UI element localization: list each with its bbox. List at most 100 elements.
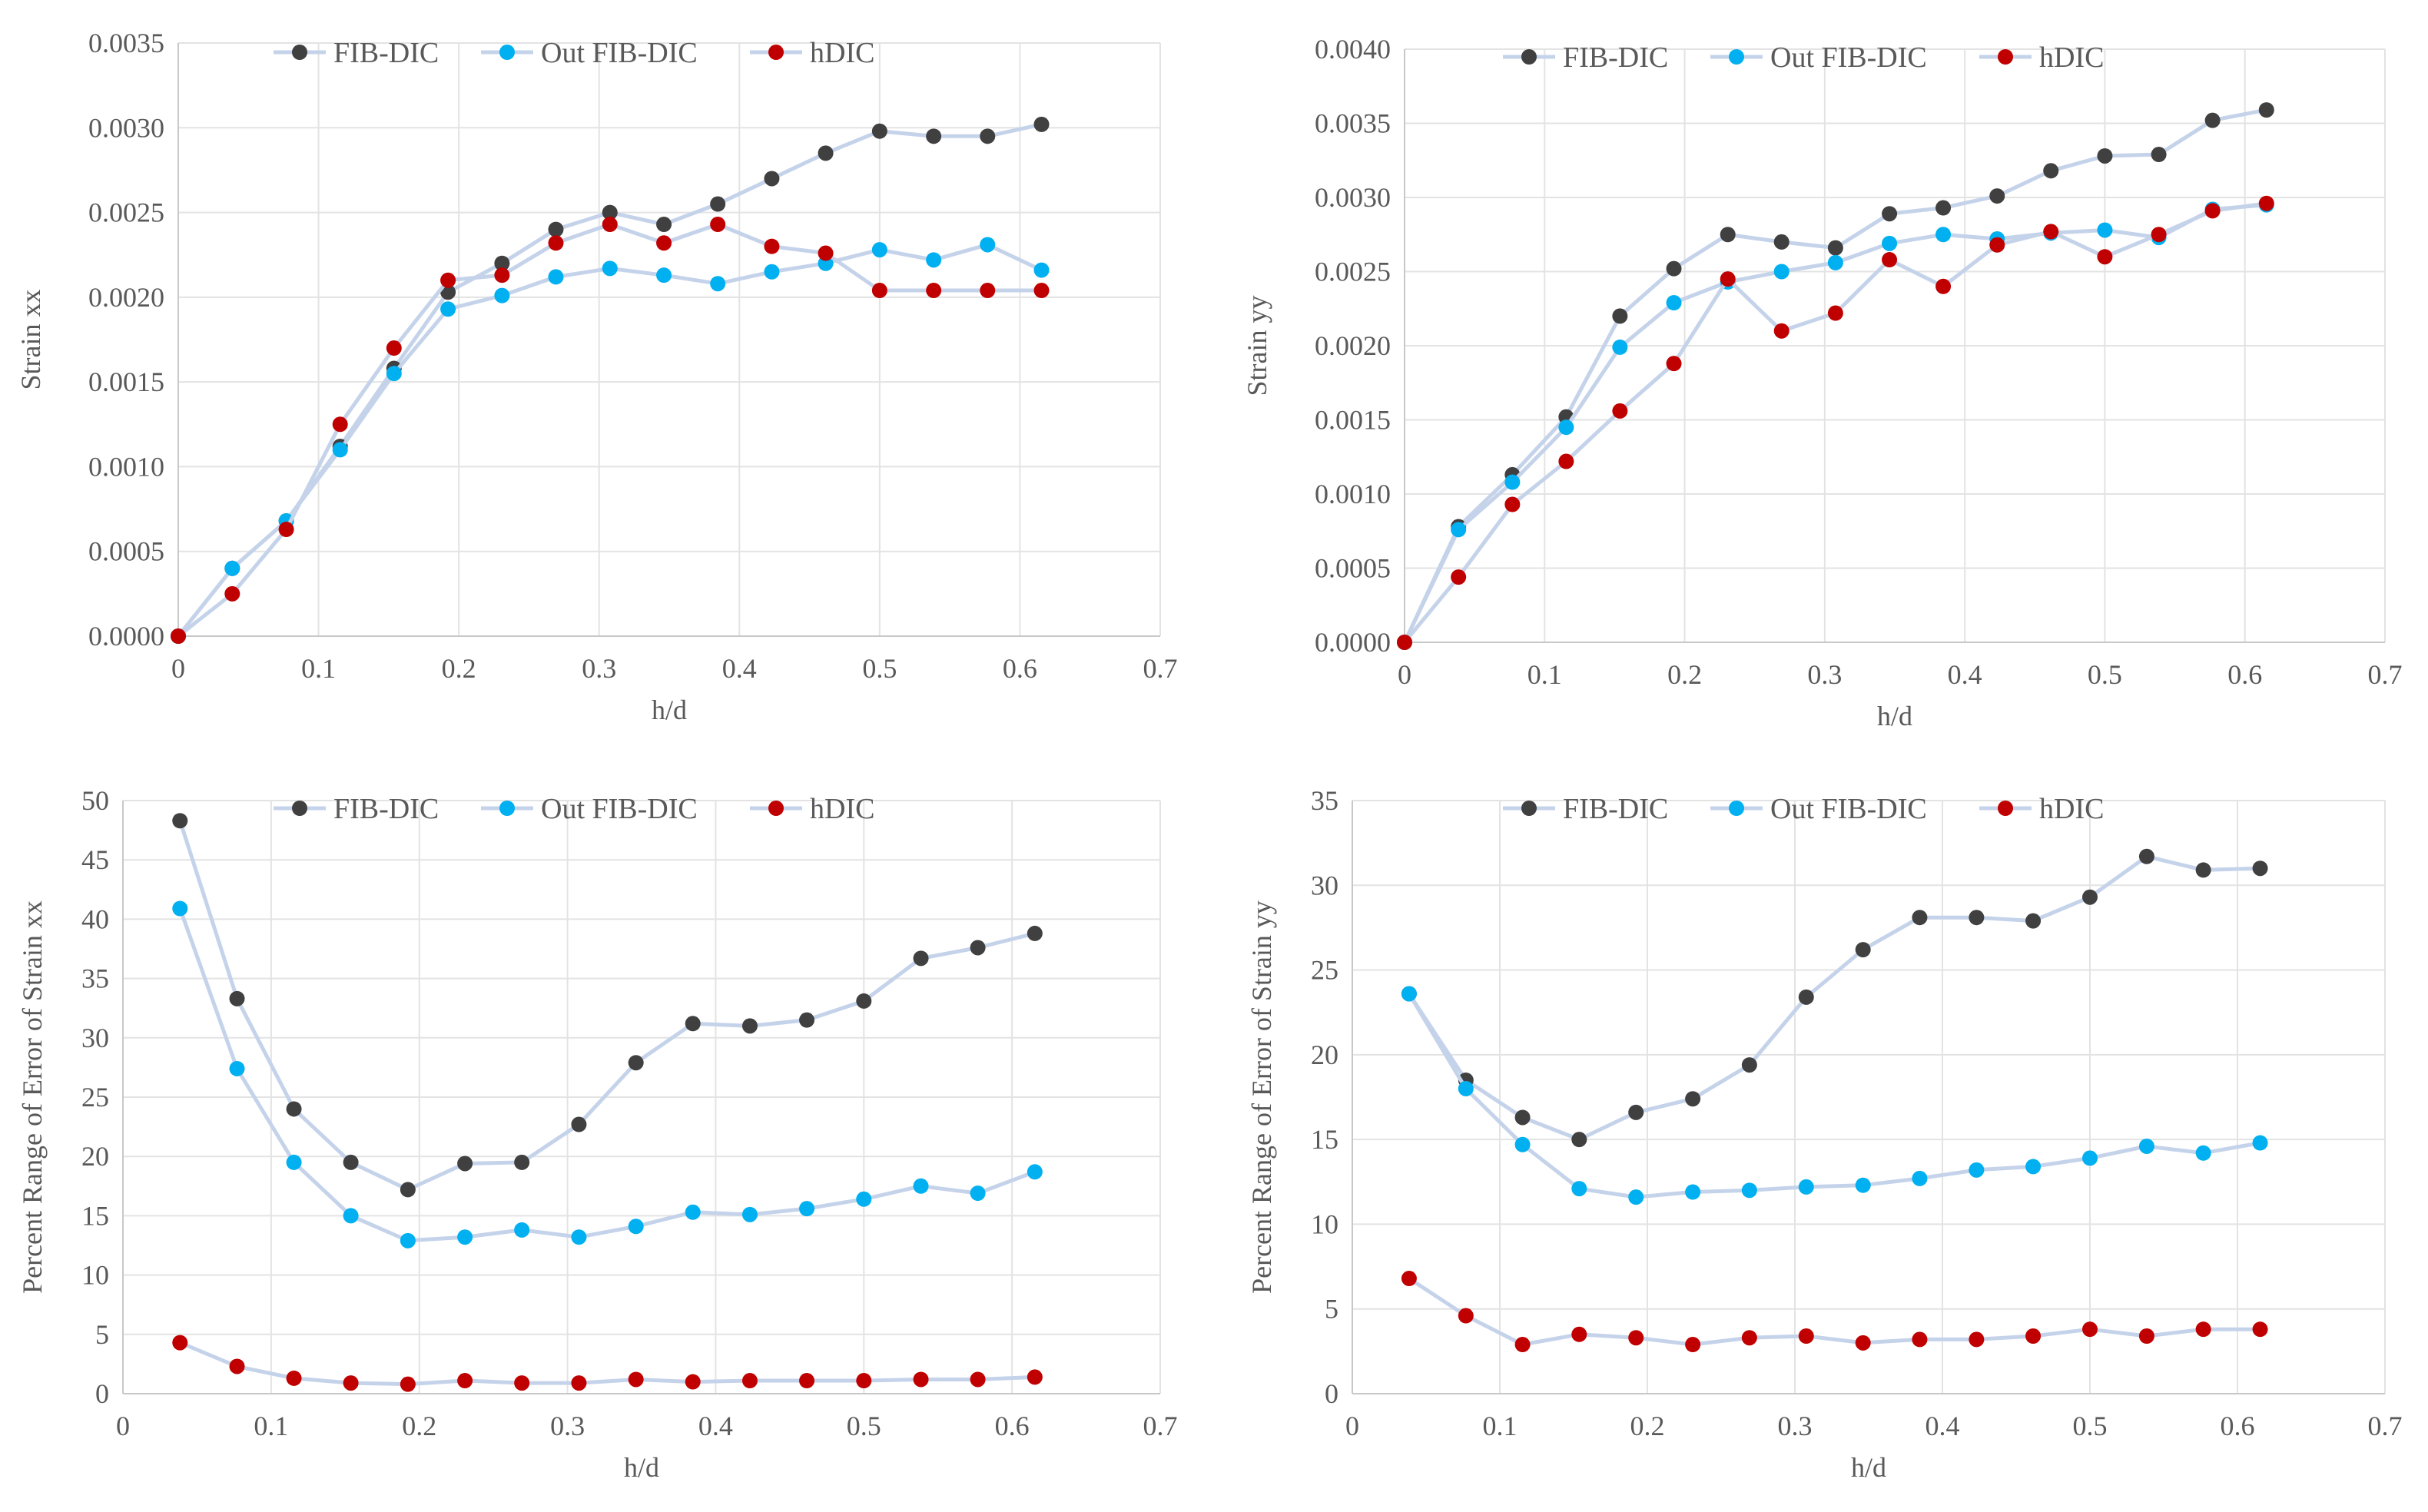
y-tick-label: 40	[81, 904, 109, 934]
chart-panel-3: 0 0.1 0.2 0.3 0.4 0.5 0.6 0.7 0 5 10 15 20 25 30 35 40 45…	[17, 785, 1178, 1483]
series-line	[1407, 1276, 2263, 1347]
y-tick-label: 15	[1311, 1124, 1338, 1155]
y-tick-label: 25	[81, 1082, 109, 1112]
data-point	[1458, 1080, 1474, 1096]
data-point	[1912, 1331, 1928, 1348]
x-axis-title: h/d	[624, 1452, 659, 1483]
data-point	[224, 585, 240, 602]
y-tick-label: 0.0030	[1315, 182, 1391, 213]
data-point	[1798, 1328, 1814, 1345]
data-point	[1773, 264, 1789, 280]
data-point	[1033, 262, 1050, 278]
data-point	[710, 276, 726, 292]
data-point	[980, 283, 996, 299]
x-tick-label: 0.7	[2368, 659, 2403, 690]
data-point	[856, 993, 872, 1009]
y-tick-label: 0.0020	[88, 282, 164, 313]
data-point	[332, 416, 348, 433]
chart-panel-2: 0 0.1 0.2 0.3 0.4 0.5 0.6 0.7 0.0000 0.0005 0.0010…	[1242, 34, 2403, 731]
x-tick-label: 0.4	[1925, 1411, 1960, 1441]
data-point	[440, 284, 456, 300]
data-point	[602, 260, 618, 277]
data-point	[1827, 254, 1843, 270]
series-hdic	[172, 1335, 1043, 1392]
data-point	[1612, 339, 1628, 355]
data-point	[1514, 1136, 1531, 1152]
data-point	[2043, 163, 2059, 179]
legend-label: hDIC	[2039, 41, 2104, 74]
data-point	[871, 123, 887, 139]
data-point	[685, 1016, 701, 1032]
data-point	[2082, 889, 2098, 905]
data-point	[1027, 1369, 1043, 1385]
x-tick-label: 0.6	[2227, 659, 2262, 690]
data-point	[1397, 635, 1412, 650]
legend: FIB-DIC Out FIB-DIC hDIC	[1503, 41, 2104, 74]
x-tick-label: 0.5	[2088, 659, 2122, 690]
y-tick-label: 20	[81, 1141, 109, 1172]
data-point	[980, 128, 996, 144]
data-point	[1720, 271, 1736, 287]
data-point	[1571, 1326, 1587, 1342]
series-line	[176, 243, 1043, 638]
legend-label: FIB-DIC	[1563, 41, 1668, 74]
data-point	[856, 1191, 872, 1207]
data-point	[2258, 195, 2274, 211]
x-tick-label: 0.1	[254, 1411, 288, 1441]
chart-panel-4: 0 0.1 0.2 0.3 0.4 0.5 0.6 0.7 0 5 10 15 20 25 30 35 h/d P…	[1246, 785, 2403, 1483]
x-tick-label: 0	[116, 1411, 130, 1441]
x-tick-label: 0.7	[2368, 1411, 2403, 1441]
data-point	[799, 1373, 815, 1389]
data-point	[1628, 1104, 1644, 1120]
series-line	[176, 122, 1043, 638]
data-point	[2025, 1328, 2042, 1345]
legend-item: Out FIB-DIC	[481, 793, 698, 825]
data-point	[386, 340, 402, 356]
y-tick-label: 5	[95, 1319, 109, 1350]
data-point	[229, 1358, 245, 1374]
legend-marker	[1729, 49, 1744, 65]
x-tick-label: 0.4	[722, 653, 757, 684]
series-line	[176, 222, 1043, 638]
y-tick-label: 0.0030	[88, 112, 164, 143]
data-point	[741, 1206, 758, 1222]
data-point	[628, 1371, 644, 1388]
series-line	[177, 907, 1037, 1243]
data-point	[1935, 227, 1952, 243]
data-point	[799, 1012, 815, 1028]
data-point	[2025, 913, 2042, 929]
data-point	[1989, 237, 2005, 253]
data-point	[400, 1376, 416, 1392]
series-line	[1407, 854, 2263, 1142]
data-point	[2252, 1321, 2268, 1338]
data-point	[2097, 249, 2113, 265]
data-point	[2138, 1328, 2154, 1345]
data-point	[2097, 222, 2113, 238]
data-point	[1685, 1091, 1701, 1107]
data-point	[1989, 188, 2005, 204]
x-tick-label: 0.6	[2221, 1411, 2255, 1441]
y-tick-label: 0.0035	[1315, 108, 1391, 139]
series-fib-dic	[171, 116, 1050, 644]
legend-item: FIB-DIC	[1503, 41, 1668, 74]
x-axis-title: h/d	[652, 695, 687, 725]
data-point	[1451, 522, 1467, 538]
legend-label: hDIC	[810, 37, 874, 69]
y-tick-label: 35	[1311, 785, 1338, 816]
data-point	[1504, 496, 1521, 512]
data-point	[2138, 848, 2154, 864]
legend-item: FIB-DIC	[274, 793, 439, 825]
x-tick-label: 0.2	[402, 1411, 436, 1441]
data-point	[514, 1375, 530, 1391]
data-point	[970, 1371, 986, 1388]
data-point	[171, 628, 186, 644]
legend-marker	[768, 801, 784, 816]
legend-label: hDIC	[2039, 793, 2104, 825]
y-tick-label: 30	[81, 1023, 109, 1053]
data-point	[514, 1154, 530, 1170]
data-point	[1458, 1308, 1474, 1324]
data-point	[764, 238, 780, 254]
y-tick-label: 25	[1311, 955, 1338, 986]
data-point	[1935, 200, 1952, 216]
data-point	[1912, 910, 1928, 926]
